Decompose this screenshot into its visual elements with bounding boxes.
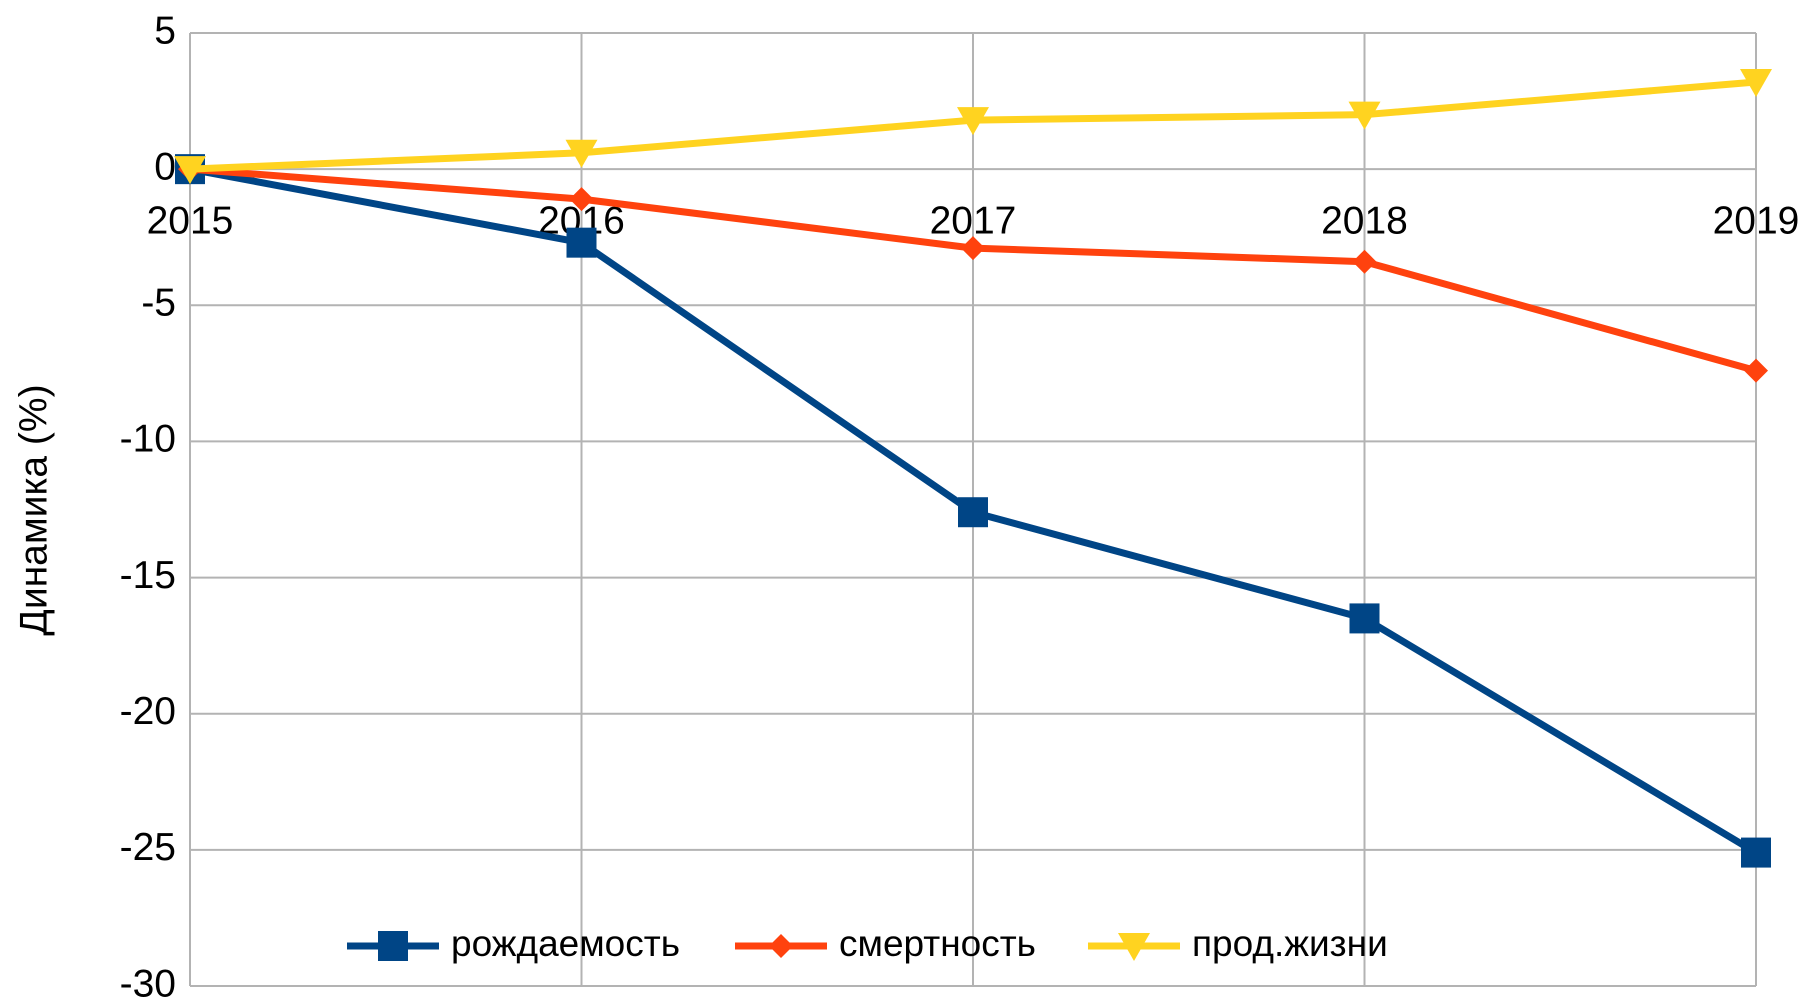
data-point xyxy=(565,139,598,168)
data-point xyxy=(174,156,206,185)
data-point xyxy=(1740,69,1772,98)
x-tick-label: 2017 xyxy=(930,199,1017,242)
legend-label: рождаемость xyxy=(451,923,680,964)
data-point xyxy=(569,187,594,212)
legend-marker xyxy=(769,934,793,958)
data-point xyxy=(961,236,985,261)
data-point xyxy=(957,107,989,136)
data-point xyxy=(1741,837,1771,868)
data-point xyxy=(1352,249,1377,274)
y-tick-label: -25 xyxy=(120,826,176,869)
legend-label: прод.жизни xyxy=(1192,923,1388,964)
legend-marker xyxy=(378,931,408,961)
x-tick-label: 2015 xyxy=(147,199,234,242)
data-point xyxy=(566,227,597,258)
x-tick-label: 2018 xyxy=(1321,199,1408,242)
legend-label: смертность xyxy=(839,923,1036,964)
y-tick-label: 5 xyxy=(154,9,176,52)
data-point xyxy=(958,497,988,528)
y-tick-label: 0 xyxy=(154,145,176,188)
data-point xyxy=(1348,101,1381,130)
x-tick-label: 2019 xyxy=(1713,199,1800,242)
y-tick-label: -30 xyxy=(120,962,176,1002)
y-tick-label: -15 xyxy=(120,554,176,597)
y-tick-label: -5 xyxy=(141,282,176,325)
data-point xyxy=(1744,358,1768,383)
legend-marker xyxy=(1118,933,1150,961)
data-point xyxy=(1349,603,1380,634)
y-axis-label: Динамика (%) xyxy=(12,384,55,635)
y-tick-label: -20 xyxy=(120,690,176,733)
y-tick-label: -10 xyxy=(120,418,176,461)
